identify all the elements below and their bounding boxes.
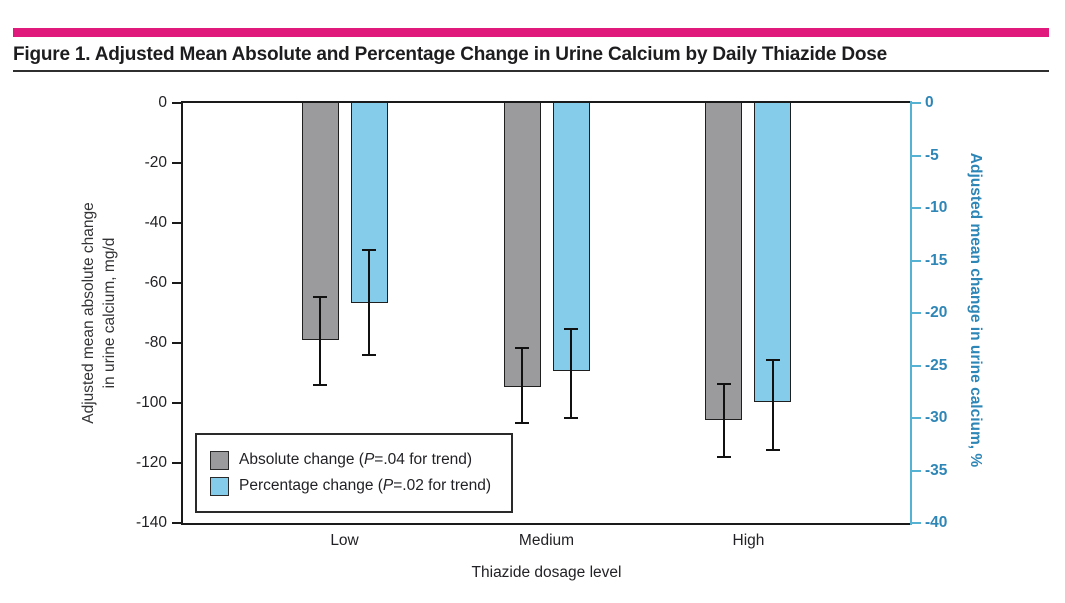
accent-bar: [13, 28, 1049, 37]
right-tick-label: -15: [925, 251, 948, 269]
error-bar-cap-bottom: [564, 417, 578, 419]
x-category-label-medium: Medium: [518, 532, 575, 549]
legend-label-text: Percentage change (: [239, 477, 383, 494]
x-axis-line: [181, 523, 912, 525]
absolute-change-bar-medium: [503, 103, 541, 387]
right-tick-label: -30: [925, 409, 948, 426]
percentage-change-bar-high: [754, 103, 792, 403]
zero-baseline: [181, 101, 912, 103]
error-bar-cap-bottom: [362, 354, 377, 356]
legend-label-text: P: [363, 451, 375, 468]
left-tick-label: -100: [135, 394, 167, 411]
right-tick-mark: [912, 207, 921, 209]
error-bar: [319, 296, 322, 385]
title-rule: [13, 70, 1049, 72]
right-y-axis-line: [910, 101, 912, 525]
left-tick-mark: [172, 342, 181, 344]
right-y-axis-title: Adjusted mean change in urine calcium, %: [967, 152, 984, 468]
right-tick-mark: [912, 312, 921, 314]
error-bar-cap-top: [765, 359, 780, 362]
right-tick-mark: [912, 102, 921, 104]
legend: Absolute change (P=.04 for trend) Percent…: [195, 433, 513, 513]
left-tick-mark: [172, 102, 181, 104]
legend-label: Absolute change (P=.04 for trend): [239, 451, 472, 469]
error-bar-cap-bottom: [515, 421, 529, 424]
right-tick-mark: [912, 417, 921, 419]
error-bar-cap-top: [716, 382, 731, 385]
left-y-axis-title: Adjusted mean absolute change in urine ca…: [79, 202, 121, 423]
left-y-axis-title-line: in urine calcium, mg/d: [101, 237, 118, 389]
error-bar-cap-bottom: [716, 456, 731, 458]
left-tick-label: -80: [144, 334, 167, 351]
right-tick-mark: [912, 154, 921, 157]
right-tick-mark: [912, 364, 921, 367]
left-tick-mark: [172, 162, 181, 164]
error-bar-cap-top: [313, 295, 328, 298]
left-tick-label: -140: [135, 514, 167, 531]
x-axis-title: Thiazide dosage level: [471, 564, 622, 581]
left-tick-label: -40: [144, 214, 167, 231]
left-tick-label: 0: [158, 94, 167, 111]
x-category-label-low: Low: [330, 532, 359, 549]
right-tick-label: -10: [925, 199, 948, 216]
error-bar-cap-bottom: [313, 384, 328, 386]
error-bar: [570, 328, 572, 418]
error-bar-cap-bottom: [765, 448, 780, 451]
legend-label: Percentage change (P=.02 for trend): [239, 477, 491, 495]
error-bar: [771, 360, 774, 450]
error-bar: [368, 250, 371, 355]
error-bar: [722, 383, 725, 457]
right-tick-label: -35: [925, 461, 948, 479]
left-tick-mark: [172, 522, 181, 524]
left-tick-mark: [172, 282, 181, 284]
figure-title: Figure 1. Adjusted Mean Absolute and Per…: [13, 44, 888, 65]
legend-item: Percentage change (P=.02 for trend): [210, 476, 511, 496]
legend-item: Absolute change (P=.04 for trend): [210, 450, 511, 470]
right-tick-label: 0: [925, 94, 934, 111]
right-tick-label: -20: [925, 304, 948, 321]
left-tick-label: -60: [144, 274, 167, 291]
right-tick-label: -25: [925, 356, 948, 374]
left-tick-label: -20: [144, 154, 167, 171]
left-y-axis-title-line: Adjusted mean absolute change: [80, 202, 98, 424]
error-bar-cap-top: [515, 346, 529, 349]
error-bar-cap-top: [362, 249, 377, 251]
left-tick-label: -120: [135, 454, 167, 471]
absolute-change-bar-high: [705, 103, 743, 420]
percentage-change-bar-medium: [552, 103, 590, 371]
legend-swatch: [210, 476, 229, 496]
left-tick-mark: [172, 402, 181, 404]
left-tick-mark: [172, 222, 181, 224]
right-tick-mark: [912, 522, 921, 524]
right-tick-mark: [912, 259, 921, 262]
error-bar-cap-top: [564, 327, 578, 330]
right-tick-label: -5: [925, 146, 939, 164]
right-tick-label: -40: [925, 514, 948, 531]
plot-area: 0 -20 -40 -60 -80 -100 -120 -140 0 -5 -10 -15 -20 -2…: [136, 94, 947, 581]
legend-swatch: [210, 450, 229, 470]
legend-label-text: Absolute change (: [239, 451, 364, 468]
left-tick-mark: [172, 462, 181, 464]
error-bar: [521, 347, 523, 423]
left-y-axis-line: [181, 101, 183, 525]
legend-label-text: =.04 for trend): [374, 451, 473, 468]
legend-label-text: P: [382, 477, 394, 494]
x-category-label-high: High: [732, 532, 765, 549]
legend-label-text: =.02 for trend): [393, 477, 492, 494]
right-tick-mark: [912, 469, 921, 472]
